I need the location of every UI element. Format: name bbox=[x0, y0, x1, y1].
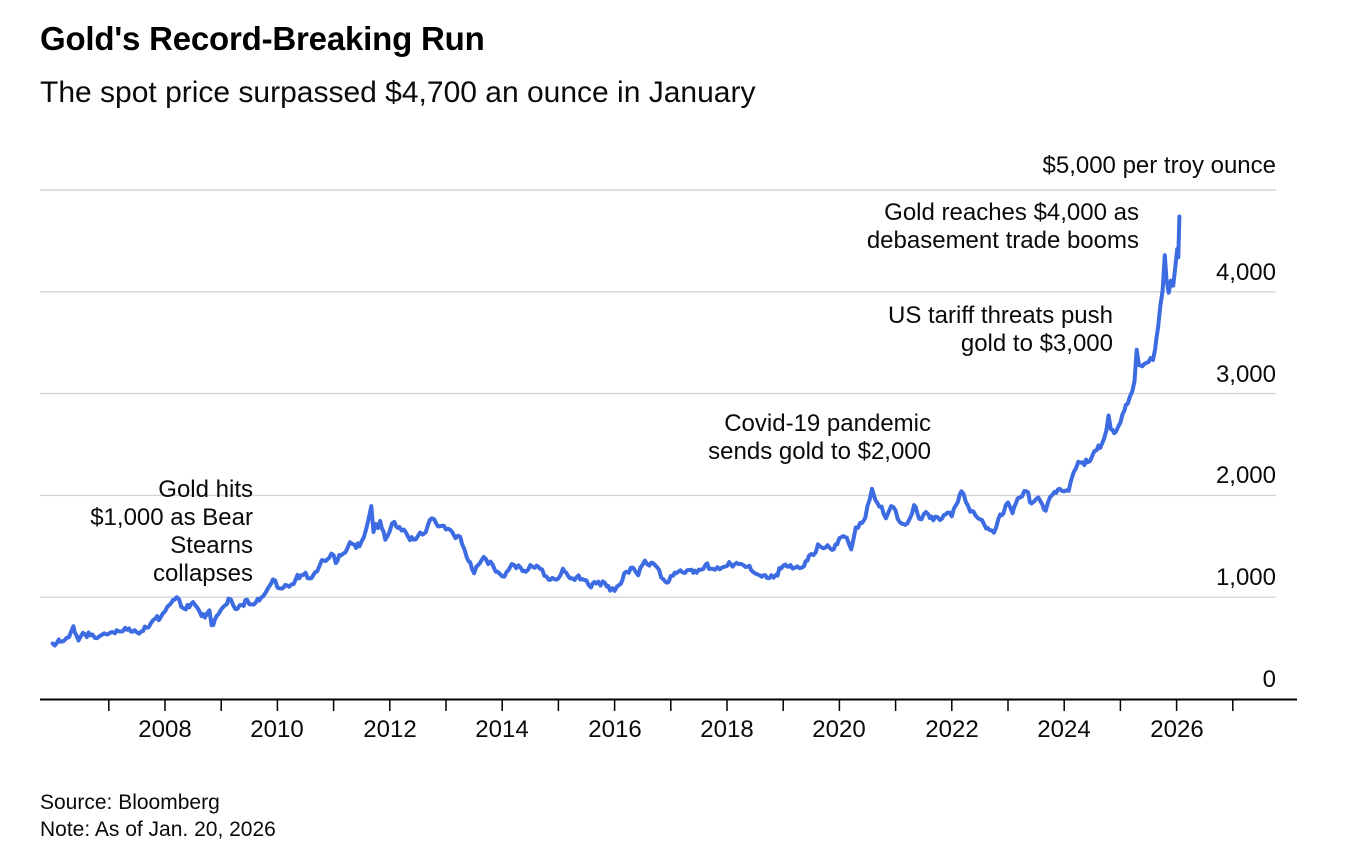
annotation-line: collapses bbox=[152, 560, 253, 587]
x-tick-label-2016: 2016 bbox=[588, 716, 642, 743]
annotation-line: Gold hits bbox=[158, 476, 253, 503]
y-tick-label-1000: 1,000 bbox=[1215, 564, 1276, 591]
annotation-line: US tariff threats push bbox=[888, 302, 1113, 329]
y-tick-label-2000: 2,000 bbox=[1215, 462, 1276, 489]
annotation-line: Covid-19 pandemic bbox=[724, 410, 931, 437]
x-tick-label-2010: 2010 bbox=[250, 716, 304, 743]
annotation-line: gold to $3,000 bbox=[960, 330, 1113, 357]
y-tick-label-3000: 3,000 bbox=[1215, 361, 1276, 388]
annotation-line: sends gold to $2,000 bbox=[708, 438, 931, 465]
x-tick-label-2022: 2022 bbox=[925, 716, 979, 743]
annotation-line: Stearns bbox=[170, 532, 253, 559]
annotation-us-tariffs: US tariff threats push gold to $3,000 bbox=[888, 302, 1113, 358]
gold-price-line bbox=[50, 214, 1182, 648]
y-axis-unit-label: $5,000 per troy ounce bbox=[1042, 152, 1277, 179]
page-title: Gold's Record-Breaking Run bbox=[40, 20, 485, 57]
note-text: Note: As of Jan. 20, 2026 bbox=[40, 818, 276, 841]
x-tick-label-2026: 2026 bbox=[1150, 716, 1204, 743]
annotation-bear-stearns: Gold hits $1,000 as Bear Stearns collapses bbox=[90, 476, 253, 588]
x-tick-label-2014: 2014 bbox=[475, 716, 529, 743]
x-tick-label-2020: 2020 bbox=[812, 716, 866, 743]
x-tick-label-2012: 2012 bbox=[363, 716, 417, 743]
annotation-line: Gold reaches $4,000 as bbox=[884, 199, 1139, 226]
annotation-line: debasement trade booms bbox=[866, 227, 1139, 254]
y-tick-label-0: 0 bbox=[1262, 666, 1276, 693]
x-tick-label-2008: 2008 bbox=[138, 716, 192, 743]
y-tick-label-4000: 4,000 bbox=[1215, 259, 1276, 286]
annotation-line: $1,000 as Bear bbox=[90, 504, 253, 531]
x-tick-label-2024: 2024 bbox=[1037, 716, 1091, 743]
source-text: Source: Bloomberg bbox=[40, 791, 220, 814]
page-subtitle: The spot price surpassed $4,700 an ounce… bbox=[40, 76, 756, 109]
x-tick-label-2018: 2018 bbox=[700, 716, 754, 743]
annotation-debasement-trade: Gold reaches $4,000 as debasement trade b… bbox=[867, 199, 1139, 255]
annotation-covid: Covid-19 pandemic sends gold to $2,000 bbox=[708, 410, 931, 466]
